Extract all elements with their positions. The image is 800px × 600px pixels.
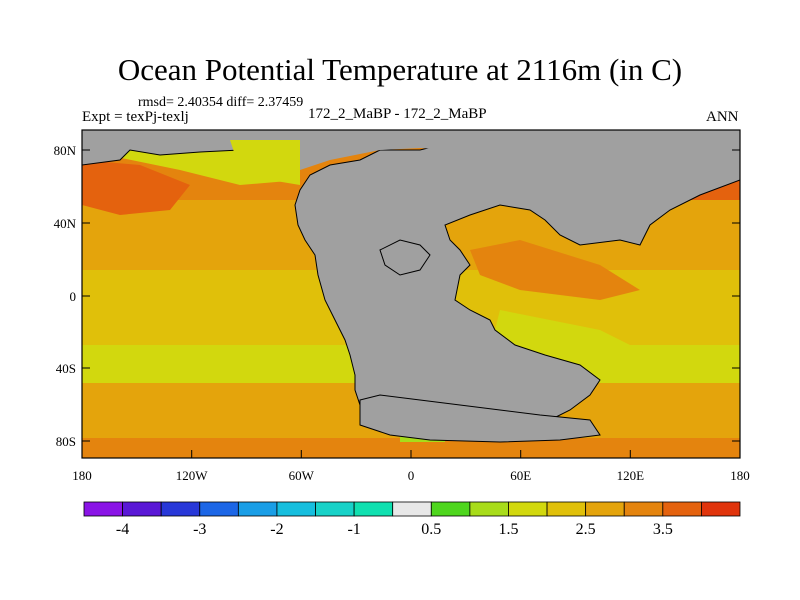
colorbar-swatch — [508, 501, 548, 517]
y-tick-label: 0 — [70, 289, 77, 304]
colorbar-swatch — [662, 501, 702, 517]
land-arctic-strip — [300, 130, 490, 170]
rmsd-diff-stats: rmsd= 2.40354 diff= 2.37459 — [138, 95, 304, 110]
y-tick-label: 40N — [54, 216, 77, 231]
x-tick-label: 180 — [730, 468, 750, 483]
land-south-continent — [359, 394, 601, 443]
colorbar-swatch — [83, 501, 123, 517]
colorbar-label: 3.5 — [653, 521, 673, 538]
colorbar-swatch — [585, 501, 625, 517]
colorbar-swatch — [392, 501, 432, 517]
colorbar-swatch — [237, 501, 278, 517]
x-tick-label: 120W — [176, 468, 209, 483]
x-tick-label: 60E — [510, 468, 531, 483]
ocean-band-polar — [82, 438, 740, 458]
colorbar-swatch — [353, 501, 394, 517]
colorbar-label: -2 — [270, 521, 283, 538]
y-axis: 80N 40N 0 40S 80S — [54, 143, 740, 449]
case-label: 172_2_MaBP - 172_2_MaBP — [308, 106, 487, 122]
colorbar-label: -1 — [347, 521, 360, 538]
colorbar-label: 2.5 — [576, 521, 596, 538]
colorbar-swatch — [623, 501, 664, 517]
warm-patch-north-pacific — [82, 160, 190, 215]
land-north-island — [379, 239, 431, 276]
east-basin-orange — [470, 240, 640, 300]
colorbar-swatch — [160, 501, 201, 517]
experiment-label: Expt = texPj-texlj — [82, 109, 189, 125]
y-tick-label: 80S — [56, 434, 76, 449]
colorbar-swatch — [546, 501, 587, 517]
south-atlantic-cool — [495, 310, 640, 360]
colorbar-swatch — [469, 501, 509, 517]
colorbar-swatch — [199, 501, 239, 517]
colorbar-label: -3 — [193, 521, 206, 538]
land-arctic-greenish — [230, 140, 300, 185]
map-title: Ocean Potential Temperature at 2116m (in… — [117, 52, 683, 87]
colorbar-label: -4 — [116, 521, 129, 538]
colorbar-label: 0.5 — [421, 521, 441, 538]
colorbar: -4 -3 -2 -1 0.5 1.5 2.5 3.5 — [83, 501, 741, 538]
colorbar-swatch — [315, 501, 355, 517]
colorbar-swatch — [122, 501, 162, 517]
x-axis: 180 120W 60W 0 60E 120E 180 — [72, 450, 750, 483]
colorbar-swatch — [430, 501, 471, 517]
y-tick-label: 80N — [54, 143, 77, 158]
colorbar-swatch — [276, 501, 316, 517]
season-label: ANN — [706, 109, 739, 125]
colorbar-swatch — [701, 501, 741, 517]
x-tick-label: 120E — [617, 468, 645, 483]
x-tick-label: 60W — [289, 468, 315, 483]
y-tick-label: 40S — [56, 361, 76, 376]
map-field — [82, 130, 740, 458]
x-tick-label: 180 — [72, 468, 92, 483]
x-tick-label: 0 — [408, 468, 415, 483]
colorbar-label: 1.5 — [498, 521, 518, 538]
